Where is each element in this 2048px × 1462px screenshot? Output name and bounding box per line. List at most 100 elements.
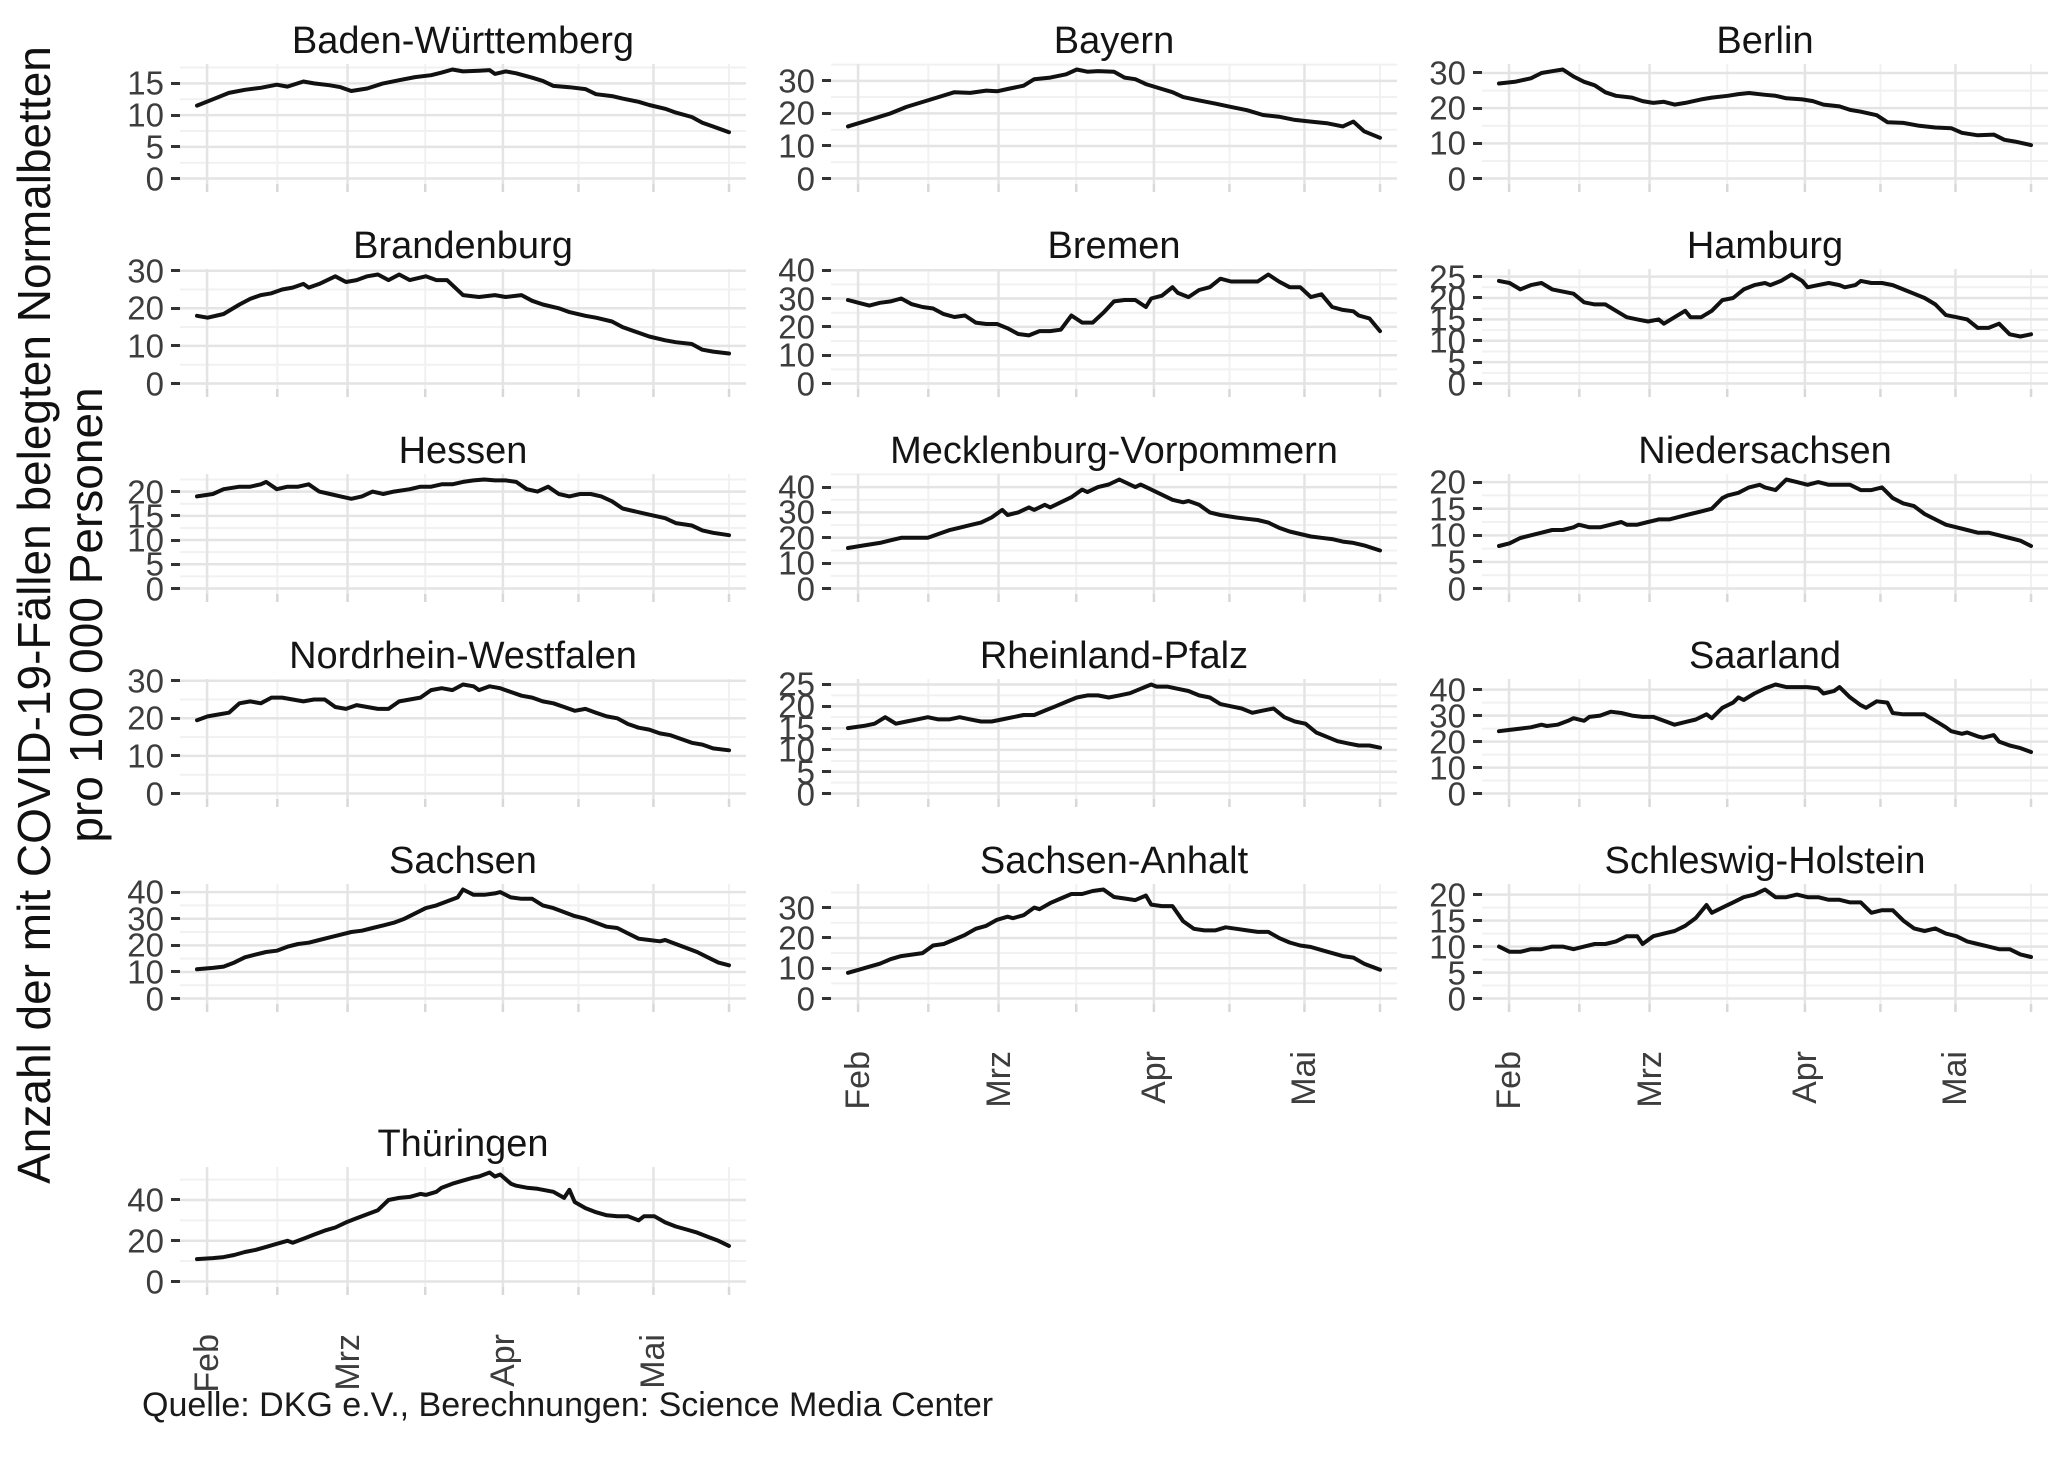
y-tick-label: 0: [796, 160, 815, 198]
facet-title-bremen: Bremen: [1047, 225, 1181, 267]
panel-rheinland-pfalz: [831, 679, 1397, 807]
facet-title-nordrhein-westfalen: Nordrhein-Westfalen: [289, 635, 637, 677]
y-tick-label: 5: [1447, 954, 1466, 992]
y-tick-label: 10: [1429, 749, 1466, 787]
panel-saarland: [1482, 679, 2048, 807]
y-tick-label: 0: [145, 160, 164, 198]
facet-bremen: Bremen 0 10 20 30 40: [746, 223, 1397, 428]
y-tick-label: 10: [127, 96, 164, 134]
y-tick-mark: [1473, 480, 1482, 484]
panel-chart-bayern: [831, 63, 1397, 192]
y-tick-mark: [822, 536, 831, 540]
y-tick-label: 20: [1429, 89, 1466, 127]
x-tick-label-text: Mai: [1936, 1051, 1975, 1106]
y-tick-label: 20: [778, 94, 815, 132]
y-tick-mark: [1473, 714, 1482, 718]
facet-title-brandenburg: Brandenburg: [353, 225, 573, 267]
y-tick-mark: [822, 79, 831, 83]
y-axis-ticks-schleswig-holstein: 0 5 10 15 20: [1397, 878, 1482, 1015]
y-tick-mark: [171, 1280, 180, 1284]
y-tick-mark: [171, 382, 180, 386]
y-tick-mark: [171, 145, 180, 149]
y-tick-label: 30: [778, 280, 815, 318]
y-tick-mark: [822, 748, 831, 752]
y-tick-label: 20: [1429, 279, 1466, 317]
y-tick-mark: [822, 966, 831, 970]
y-tick-mark: [822, 353, 831, 357]
y-tick-label: 0: [796, 570, 815, 608]
panel-chart-brandenburg: [180, 269, 746, 397]
y-tick-label: 20: [127, 473, 164, 511]
series-line-th-ringen: [195, 1170, 731, 1262]
series-line-rheinland-pfalz: [846, 682, 1382, 750]
y-tick-label: 0: [1447, 365, 1466, 403]
facet-sachsen: Sachsen 0 10 20 30 40: [95, 838, 746, 1043]
panel-chart-mecklenburg-vorpommern: [831, 473, 1397, 602]
y-tick-label: 15: [1429, 490, 1466, 528]
y-tick-mark: [1473, 919, 1482, 923]
y-tick-mark: [171, 792, 180, 796]
facet-title-berlin: Berlin: [1716, 20, 1814, 62]
y-tick-mark: [171, 679, 180, 683]
y-tick-label: 0: [1447, 775, 1466, 813]
y-axis-ticks-berlin: 0 10 20 30: [1397, 56, 1482, 195]
panel-chart-nordrhein-westfalen: [180, 679, 746, 807]
x-tick-label-text: Mrz: [1630, 1051, 1669, 1108]
facet-baden-w-rttemberg: Baden-Württemberg 0 5 10 15: [95, 18, 746, 223]
y-tick-mark: [822, 936, 831, 940]
y-tick-mark: [171, 344, 180, 348]
panel-baden-w-rttemberg: [180, 64, 746, 192]
panel-chart-hamburg: [1482, 269, 2048, 397]
y-tick-label: 20: [778, 687, 815, 725]
y-tick-mark: [1473, 177, 1482, 181]
x-tick-label-text: Mrz: [979, 1051, 1018, 1108]
facet-grid: Baden-Württemberg 0 5 10 15 Brandenburg 0 10 20 3…: [95, 18, 2048, 1404]
x-tick-label-text: Apr: [483, 1334, 522, 1387]
y-tick-mark: [822, 682, 831, 686]
y-tick-mark: [171, 490, 180, 494]
y-tick-mark: [1473, 792, 1482, 796]
y-tick-mark: [171, 1239, 180, 1243]
axis-row-spacer: [95, 1043, 746, 1121]
y-tick-mark: [1473, 560, 1482, 564]
x-tick-label-text: Mai: [1285, 1051, 1324, 1106]
facet-column-2: Bayern 0 10 20 30 Bremen 0 10 20 30 40 Mecklenburg-…: [746, 18, 1397, 1404]
y-tick-mark: [822, 792, 831, 796]
y-tick-label: 10: [778, 949, 815, 987]
y-tick-mark: [171, 754, 180, 758]
panel-th-ringen: [180, 1167, 746, 1295]
y-tick-mark: [1473, 507, 1482, 511]
y-tick-label: 15: [1429, 902, 1466, 940]
y-tick-label: 40: [778, 468, 815, 506]
panel-chart-berlin: [1482, 64, 2048, 192]
series-line-baden-w-rttemberg: [195, 67, 731, 135]
series-line-brandenburg: [195, 272, 731, 356]
y-tick-mark: [1473, 339, 1482, 343]
y-tick-label: 5: [145, 545, 164, 583]
facet-saarland: Saarland 0 10 20 30 40: [1397, 633, 2048, 838]
y-tick-label: 5: [796, 753, 815, 791]
y-tick-mark: [1473, 971, 1482, 975]
facet-column-3: Berlin 0 10 20 30 Hamburg 0 5 10 15 20 25 Niedersach…: [1397, 18, 2048, 1404]
y-tick-label: 10: [778, 127, 815, 165]
y-axis-ticks-hamburg: 0 5 10 15 20 25: [1397, 260, 1482, 400]
facet-mecklenburg-vorpommern: Mecklenburg-Vorpommern 0 10 20 30 40: [746, 428, 1397, 633]
panel-brandenburg: [180, 269, 746, 397]
y-tick-mark: [822, 704, 831, 708]
x-tick-label-text: Apr: [1785, 1051, 1824, 1104]
y-tick-mark: [1473, 997, 1482, 1001]
y-tick-mark: [1473, 296, 1482, 300]
y-tick-label: 10: [127, 327, 164, 365]
y-tick-mark: [822, 906, 831, 910]
y-tick-label: 40: [778, 251, 815, 289]
y-tick-mark: [171, 81, 180, 85]
facet-th-ringen: Thüringen 0 20 40: [95, 1121, 746, 1326]
series-line-hessen: [195, 477, 731, 538]
panel-chart-th-ringen: [180, 1167, 746, 1295]
facet-hessen: Hessen 0 5 10 15 20: [95, 428, 746, 633]
facet-title-niedersachsen: Niedersachsen: [1638, 430, 1892, 472]
y-tick-mark: [1473, 141, 1482, 145]
y-tick-mark: [171, 1198, 180, 1202]
facet-title-sachsen-anhalt: Sachsen-Anhalt: [979, 840, 1249, 882]
y-tick-label: 10: [1429, 516, 1466, 554]
